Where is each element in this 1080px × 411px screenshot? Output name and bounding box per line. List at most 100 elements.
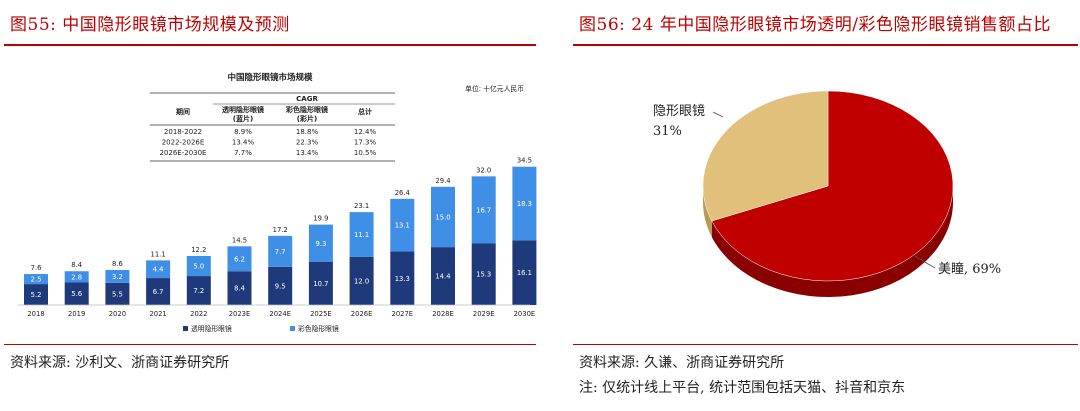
pie-slice-美瞳 (711, 90, 954, 282)
bar-clear-2025E (308, 261, 333, 305)
label-colored-2028E: 15.0 (435, 213, 450, 221)
left-bottom-rule (4, 344, 536, 345)
cagr-cell-1-0: 2022-2026E (162, 139, 205, 147)
right-source-text: 资料来源: 久谦、浙商证券研究所 (579, 355, 785, 371)
label-clear-2018: 5.2 (31, 291, 42, 299)
cagr-cell-0-0: 2018-2022 (164, 128, 202, 136)
legend-swatch-colored (290, 326, 295, 331)
bar-clear-2019 (64, 282, 89, 305)
bar-chart-title: 中国隐形眼镜市场规模 (227, 72, 313, 83)
tick-2024E: 2024E (269, 310, 291, 318)
right-figure: 图56: 24 年中国隐形眼镜市场透明/彩色隐形眼镜销售额占比 美瞳, 69% 隐… (573, 0, 1080, 411)
bar-colored-2024E (268, 235, 293, 267)
tick-2025E: 2025E (310, 310, 332, 318)
label-clear-2029E: 15.3 (476, 271, 491, 279)
bar-clear-2026E (349, 256, 374, 305)
label-clear-2028E: 14.4 (435, 273, 450, 281)
tick-2023E: 2023E (229, 310, 251, 318)
label-total-2022: 12.2 (191, 246, 206, 254)
legend-label-colored: 彩色隐形眼镜 (298, 324, 339, 333)
cagr-header-1-line-1: (蓝片) (233, 114, 253, 123)
tick-2027E: 2027E (392, 310, 414, 318)
pie-slice-隐形眼镜 (702, 90, 829, 222)
tick-2020: 2020 (109, 310, 126, 318)
legend-label-clear: 透明隐形眼镜 (191, 324, 232, 333)
cagr-cell-2-2: 13.4% (296, 149, 319, 157)
pie-leader-meitong (912, 254, 936, 269)
label-total-2024E: 17.2 (273, 226, 288, 234)
label-clear-2024E: 9.5 (275, 282, 286, 290)
pie-leader-yinxing (712, 111, 724, 118)
label-total-2019: 8.4 (71, 261, 82, 269)
label-clear-2019: 5.6 (71, 290, 82, 298)
label-total-2027E: 26.4 (395, 189, 410, 197)
bar-colored-2030E (512, 166, 537, 241)
left-source-text: 资料来源: 沙利文、浙商证券研究所 (10, 355, 230, 371)
cagr-header-2-line-1: (彩片) (297, 114, 317, 123)
bar-clear-2022 (186, 276, 211, 305)
label-colored-2023E: 6.2 (234, 255, 245, 263)
label-clear-2023E: 8.4 (234, 285, 245, 293)
label-clear-2030E: 16.1 (517, 269, 532, 277)
left-figure: 图55: 中国隐形眼镜市场规模及预测 中国隐形眼镜市场规模 单位: 十亿元人民币 C… (4, 15, 537, 371)
cagr-cell-0-2: 18.8% (296, 128, 319, 136)
label-colored-2026E: 11.1 (354, 231, 369, 239)
legend-swatch-clear (183, 326, 188, 331)
bar-clear-2023E (227, 271, 252, 305)
bar-colored-2019 (64, 271, 89, 283)
label-colored-2019: 2.8 (71, 273, 82, 281)
bar-colored-2027E (390, 198, 415, 252)
bar-colored-2020 (105, 270, 130, 283)
pie-label-yinxing-pct: 31% (653, 124, 682, 139)
tick-2030E: 2030E (514, 310, 536, 318)
bar-clear-2027E (390, 251, 415, 305)
label-clear-2027E: 13.3 (395, 275, 410, 283)
label-total-2025E: 19.9 (313, 215, 328, 223)
cagr-cell-0-1: 8.9% (234, 128, 252, 136)
right-bottom-rule (573, 344, 1078, 345)
cagr-cell-1-1: 13.4% (232, 139, 255, 147)
right-note-text: 注: 仅统计线上平台, 统计范围包括天猫、抖音和京东 (579, 380, 906, 396)
cagr-cell-1-3: 17.3% (354, 139, 377, 147)
label-total-2026E: 23.1 (354, 202, 369, 210)
left-figure-title: 图55: 中国隐形眼镜市场规模及预测 (10, 15, 290, 35)
bar-clear-2028E (431, 247, 455, 305)
bar-chart-unit: 单位: 十亿元人民币 (465, 84, 524, 93)
label-colored-2021: 4.4 (153, 266, 164, 274)
bar-colored-2029E (471, 176, 496, 244)
label-total-2029E: 32.0 (476, 166, 491, 174)
label-clear-2026E: 12.0 (354, 277, 369, 285)
cagr-header-0-line-0: 期间 (176, 107, 190, 116)
left-top-rule (4, 44, 536, 46)
label-colored-2027E: 13.1 (395, 222, 410, 230)
tick-2028E: 2028E (432, 310, 454, 318)
cagr-cell-2-1: 7.7% (234, 149, 252, 157)
label-clear-2020: 5.5 (112, 290, 123, 298)
label-colored-2018: 2.5 (31, 276, 42, 284)
right-top-rule (573, 44, 1078, 46)
right-figure-title: 图56: 24 年中国隐形眼镜市场透明/彩色隐形眼镜销售额占比 (579, 15, 1052, 35)
bar-colored-2021 (146, 260, 171, 279)
label-total-2020: 8.6 (112, 260, 123, 268)
pie-side-美瞳-0 (711, 186, 953, 298)
cagr-cell-2-0: 2026E-2030E (159, 149, 206, 157)
bar-colored-2022 (186, 255, 211, 277)
pie-label-meitong: 美瞳, 69% (938, 262, 1001, 277)
label-clear-2021: 6.7 (153, 288, 164, 296)
bar-clear-2018 (24, 284, 48, 305)
sales-share-pie-chart: 美瞳, 69% 隐形眼镜 31% (653, 90, 1001, 298)
cagr-cell-2-3: 10.5% (354, 149, 377, 157)
bar-clear-2024E (268, 266, 293, 305)
label-total-2023E: 14.5 (232, 236, 247, 244)
bar-colored-2023E (227, 246, 252, 272)
bar-clear-2021 (146, 278, 171, 305)
tick-2019: 2019 (68, 310, 85, 318)
bar-colored-2018 (24, 274, 48, 285)
label-clear-2022: 7.2 (193, 287, 204, 295)
cagr-cell-1-2: 22.3% (296, 139, 319, 147)
label-total-2021: 11.1 (151, 250, 166, 258)
cagr-header-3-line-0: 总计 (358, 107, 372, 116)
bar-clear-2030E (512, 240, 537, 305)
label-colored-2020: 3.2 (112, 273, 123, 281)
